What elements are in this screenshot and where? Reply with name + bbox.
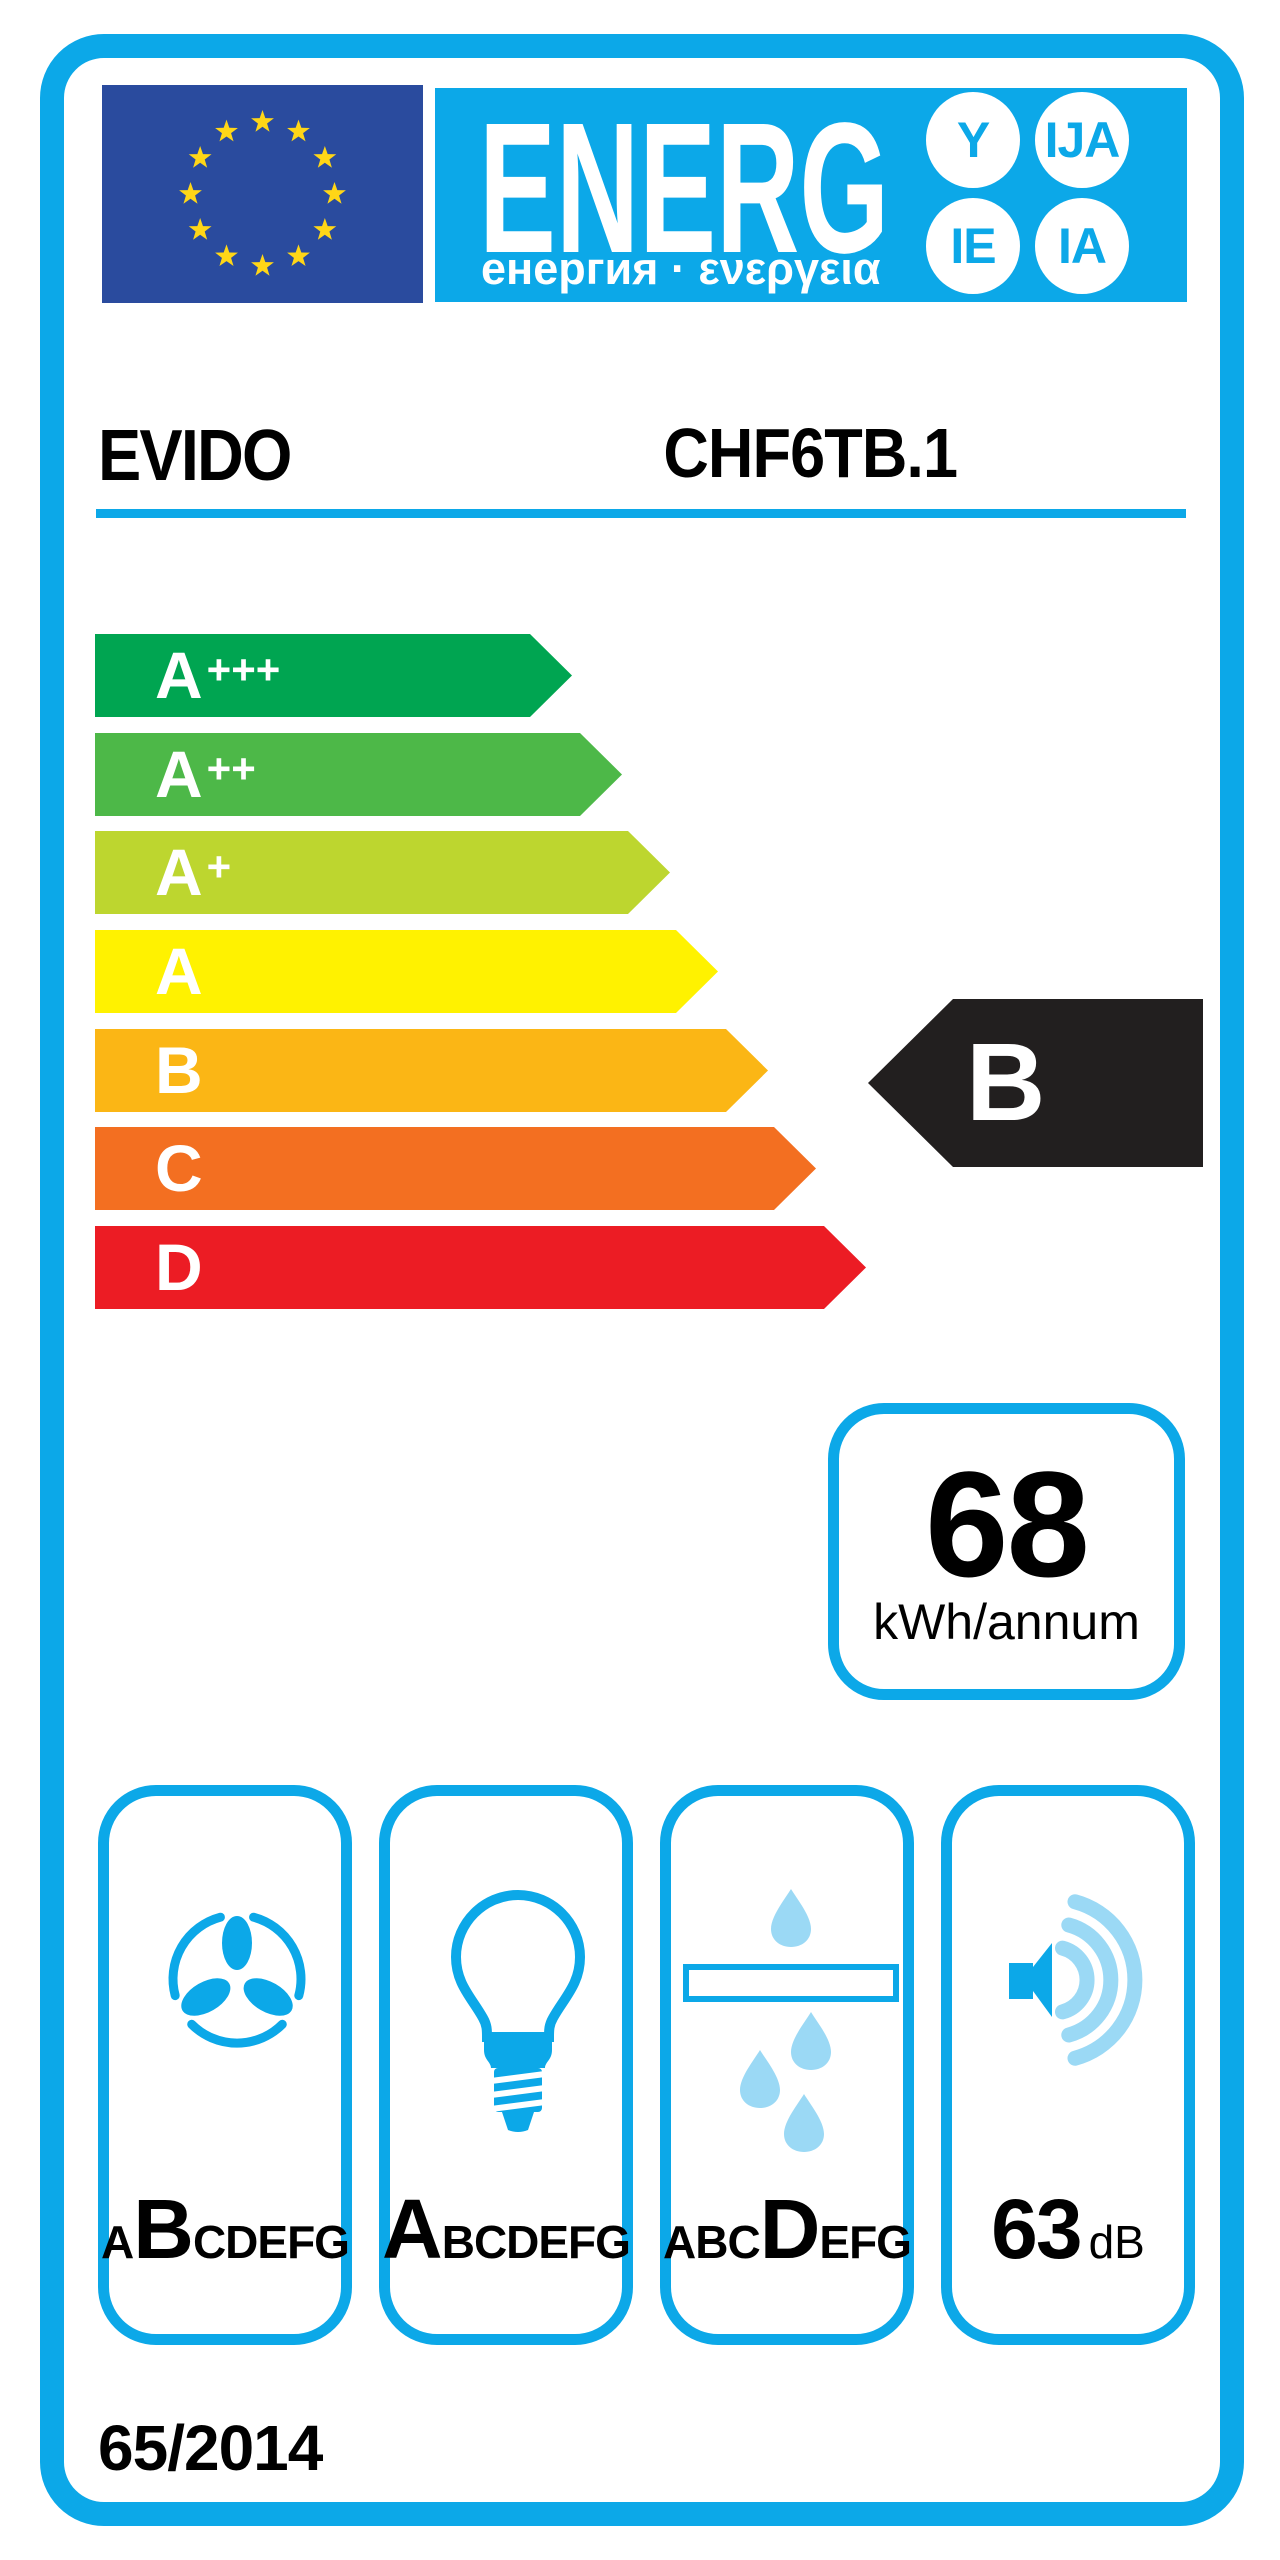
class-letter: B [133,2182,194,2276]
energ-suffix-y-label: Y [956,112,990,168]
energ-suffix-ia: IA [1035,198,1129,294]
noise-value: 63 [991,2182,1082,2276]
noise-value-label: 63 dB [942,2181,1194,2278]
light-bulb-icon [450,1889,586,2132]
energ-subtitle: енергия · ενεργεια [481,243,881,294]
annual-energy-box: 68 kWh/annum [828,1403,1185,1700]
energ-suffix-ija: IJA [1035,92,1129,188]
class-bar-a: A [95,930,718,1013]
supplier-name: EVIDO [98,416,292,496]
class-letter: D [759,2182,821,2276]
lighting-class-label: ABCDEFG [380,2181,632,2278]
scale-suffix: CDEFG [192,2216,350,2268]
regulation-number: 65/2014 [98,2412,323,2484]
model-identifier: CHF6TB.1 [663,414,958,492]
rating-class-letter: B [966,1021,1046,1144]
energ-banner: ENERG енергия · ενεργεια Y IJA IE IA [435,88,1187,302]
energ-suffix-y: Y [926,92,1020,188]
fan-icon [168,1912,306,2048]
class-bar-a2: A ++ [95,733,622,816]
class-bar-letter: D [155,1230,203,1304]
grease-class-label: ABCDEFG [661,2181,913,2278]
class-bar-letter: A [155,737,203,811]
class-bar-c: C [95,1127,816,1210]
class-bar-d: D [95,1226,866,1309]
scale-prefix: ABC [663,2216,761,2268]
class-bar-letter: A [155,934,203,1008]
class-bar-a1: A + [95,831,670,914]
energ-suffix-ie: IE [926,198,1020,294]
lighting-efficiency-box: ABCDEFG [379,1785,633,2345]
noise-level-box: 63 dB [941,1785,1195,2345]
header-divider [96,509,1186,518]
noise-unit: dB [1088,2216,1145,2268]
energ-suffix-ie-label: IE [950,218,996,274]
class-bar-letter: A [155,638,203,712]
class-letter: A [382,2182,443,2276]
class-bar-b: B [95,1029,768,1112]
grease-filtering-box: ABCDEFG [660,1785,914,2345]
eu-flag [102,85,423,303]
class-bar-letter: B [155,1033,203,1107]
scale-suffix: BCDEFG [441,2216,631,2268]
speaker-noise-icon [1009,1894,1143,2066]
class-bar-a3: A +++ [95,634,572,717]
label-border [40,34,1244,2526]
class-bar-letter: C [155,1131,203,1205]
scale-prefix: A [101,2216,134,2268]
class-bar-suffix: +++ [206,645,281,693]
scale-suffix: EFG [819,2216,912,2268]
grease-filter-icon [683,1889,899,2152]
annual-energy-unit: kWh/annum [873,1593,1140,1650]
class-bar-suffix: ++ [206,744,256,792]
fluid-dynamic-class-label: ABCDEFG [99,2181,351,2278]
annual-energy-value: 68 [925,1439,1090,1608]
class-bar-letter: A [155,835,203,909]
fluid-dynamic-efficiency-box: ABCDEFG [98,1785,352,2345]
energ-suffix-ia-label: IA [1058,218,1107,274]
class-bar-suffix: + [206,842,232,890]
energ-wordmark: ENERG [479,85,890,292]
energ-suffix-ija-label: IJA [1044,112,1121,168]
